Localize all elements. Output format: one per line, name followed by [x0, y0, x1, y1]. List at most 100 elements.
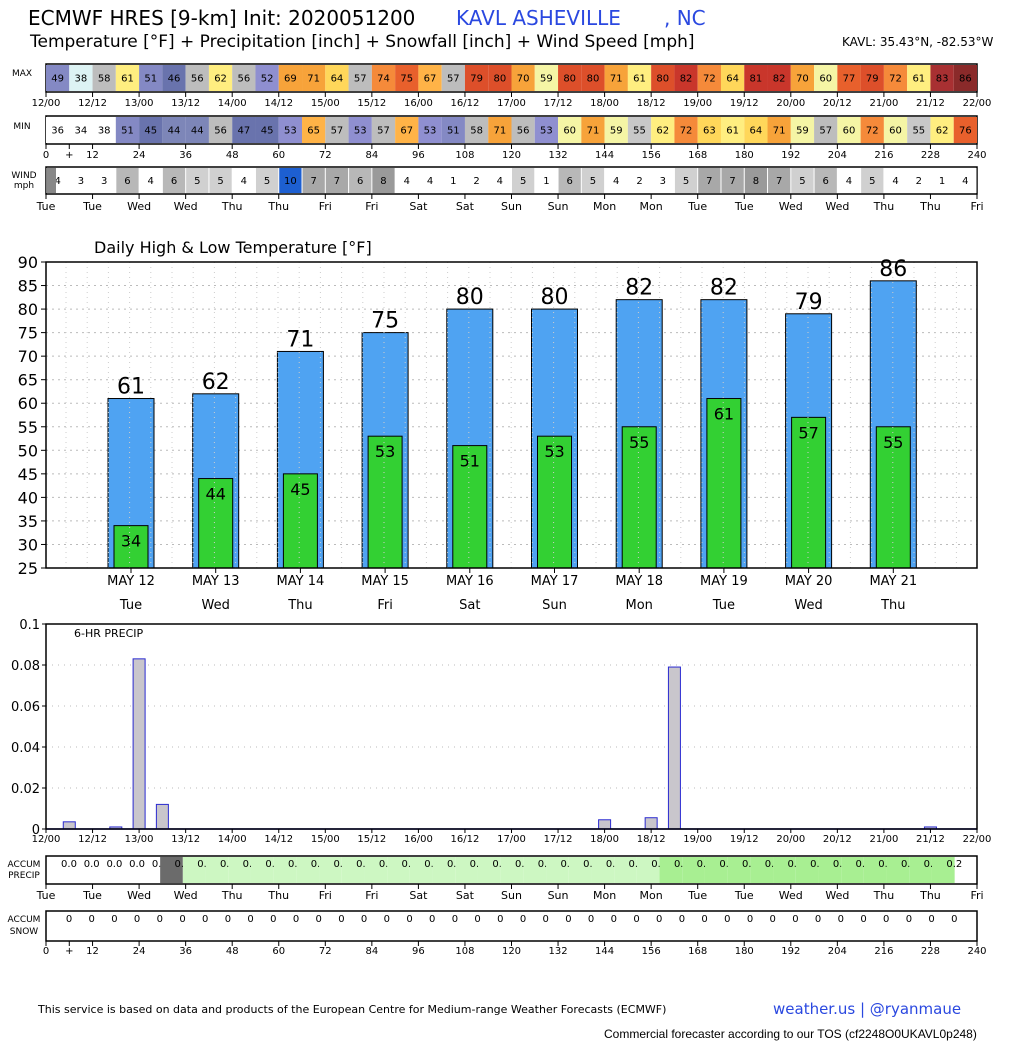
precip-y-tick-label: 0.06	[11, 700, 40, 715]
wind-cell	[651, 168, 674, 193]
hour-tick-label: 228	[921, 150, 940, 161]
temp-x-weekday: Tue	[712, 598, 735, 613]
accum-precip-cell	[704, 857, 728, 883]
min-temp-cell	[278, 117, 303, 143]
accum-precip-cell	[455, 857, 478, 883]
wind-value: 4	[404, 176, 410, 187]
max-temp-cell	[814, 65, 838, 91]
high-temp-label: 86	[879, 257, 907, 282]
wind-cell	[418, 168, 442, 193]
precip-x-tick-label: 20/12	[823, 834, 852, 845]
wind-cell	[674, 168, 698, 193]
accum-snow-value: 0	[225, 914, 231, 925]
hour-tick-label: 24	[133, 150, 146, 161]
max-temp-value: 61	[633, 74, 646, 85]
hour-tick-label: 132	[549, 150, 568, 161]
footer-link[interactable]: weather.us | @ryanmaue	[773, 1000, 962, 1018]
min-temp-value: 63	[703, 126, 716, 137]
min-temp-value: 38	[98, 126, 111, 137]
hour-tick-label: 204	[828, 150, 847, 161]
max-temp-value: 80	[656, 74, 669, 85]
temp-y-tick-label: 40	[18, 488, 38, 507]
accum-snow-value: 0	[247, 914, 253, 925]
snow-hour-tick-label: 24	[133, 946, 146, 957]
max-temp-value: 52	[261, 74, 274, 85]
temp-y-tick-label: 65	[18, 371, 38, 390]
hour-tick-label: 192	[781, 150, 800, 161]
precip-bar	[667, 666, 681, 830]
precip-x-tick-label: 16/12	[451, 834, 480, 845]
accum-precip-value: 0.2	[810, 859, 826, 870]
accum-snow-value: 0	[860, 914, 866, 925]
precip-x-tick-label: 19/00	[683, 834, 712, 845]
wind-cell	[558, 168, 581, 193]
precip-x-tick-label: 12/00	[32, 834, 61, 845]
high-temp-label: 80	[456, 285, 484, 310]
snow-hour-tick-label: 108	[455, 946, 474, 957]
accum-precip-value: 0.2	[878, 859, 894, 870]
snow-hour-tick-label: 36	[179, 946, 192, 957]
accum-precip-value: 0.1	[402, 859, 418, 870]
min-temp-value: 44	[168, 126, 181, 137]
hour-tick-label: 36	[179, 150, 192, 161]
temp-x-weekday: Thu	[880, 598, 905, 613]
max-temp-value: 60	[819, 74, 832, 85]
precip-x-tick-label: 18/00	[590, 834, 619, 845]
max-temp-value: 72	[889, 74, 902, 85]
date-tick-label: 13/12	[171, 98, 200, 109]
wind-value: 6	[124, 176, 130, 187]
min-temp-value: 60	[889, 126, 902, 137]
accum-precip-value: 0.1	[606, 859, 622, 870]
min-temp-cell	[92, 117, 116, 143]
weekday-tick-label: Sat	[409, 200, 428, 213]
accum-snow-value: 0	[293, 914, 299, 925]
accum-precip-value: 0.1	[583, 859, 599, 870]
weekday-tick-label: Sun	[548, 200, 569, 213]
max-temp-value: 80	[563, 74, 576, 85]
snow-hour-tick-label: +	[65, 946, 73, 957]
snow-hour-tick-label: 48	[226, 946, 239, 957]
weekday-tick-label: Mon	[593, 200, 616, 213]
min-temp-value: 56	[214, 126, 227, 137]
accum-precip-cell	[568, 857, 592, 883]
wind-value: 4	[54, 176, 60, 187]
min-temp-cell	[907, 117, 931, 143]
temp-x-weekday: Mon	[625, 598, 652, 613]
wind-cell	[814, 168, 837, 193]
hour-tick-label: 240	[967, 150, 986, 161]
wind-value: 6	[171, 176, 177, 187]
min-temp-value: 71	[493, 126, 506, 137]
low-temp-label: 34	[121, 532, 141, 551]
wind-value: 2	[636, 176, 642, 187]
accum-snow-value: 0	[588, 914, 594, 925]
temp-y-tick-label: 50	[18, 441, 38, 460]
wind-cell	[186, 168, 209, 193]
wind-value: 4	[613, 176, 619, 187]
wind-cell	[232, 168, 255, 193]
accum-snow-label: ACCUM	[8, 915, 41, 925]
snow-hour-tick-label: 84	[365, 946, 378, 957]
precip-x-tick-label: 21/12	[916, 834, 945, 845]
hour-tick-label: 60	[272, 150, 285, 161]
accum-precip-cell	[659, 857, 683, 883]
min-temp-value: 56	[517, 126, 530, 137]
min-temp-value: 51	[121, 126, 134, 137]
wind-cell	[721, 168, 744, 193]
temp-y-tick-label: 80	[18, 300, 38, 319]
accum-precip-cell	[636, 857, 660, 883]
low-temp-label: 45	[290, 480, 310, 499]
accum-snow-value: 0	[157, 914, 163, 925]
accum-precip-cell	[364, 857, 388, 883]
accum-weekday-tick-label: Mon	[593, 889, 616, 902]
temp-x-weekday: Wed	[202, 598, 230, 613]
accum-weekday-tick-label: Fri	[970, 889, 983, 902]
wind-value: 4	[892, 176, 898, 187]
min-temp-cell	[139, 117, 163, 143]
min-temp-cell	[208, 117, 233, 143]
chart-subtitle: Temperature [°F] + Precipitation [inch] …	[30, 32, 695, 52]
wind-value: 1	[450, 176, 456, 187]
weekday-tick-label: Fri	[319, 200, 332, 213]
max-temp-value: 70	[796, 74, 809, 85]
min-temp-cell	[371, 117, 396, 143]
accum-weekday-tick-label: Thu	[221, 889, 243, 902]
